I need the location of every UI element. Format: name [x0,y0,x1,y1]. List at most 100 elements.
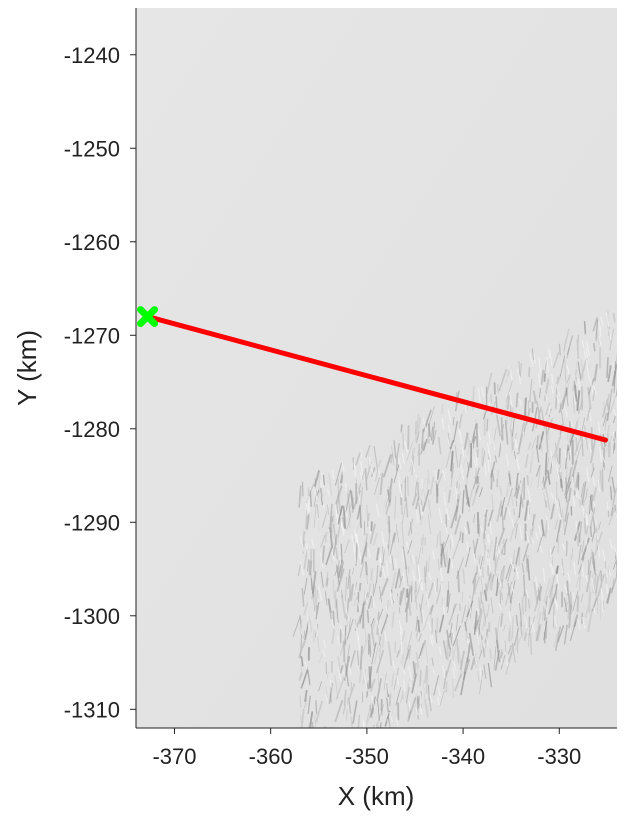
crevasse-streak [479,487,483,497]
ridge-highlight [451,628,456,640]
ridge-highlight [411,460,416,472]
crevasse-streak [427,513,431,535]
crevasse-streak [590,427,594,451]
ridge-highlight [356,488,361,501]
crevasse-streak [366,609,370,624]
crevasse-streak [317,471,321,494]
crevasse-streak [496,575,499,597]
crevasse-streak [616,397,617,407]
crevasse-streak [456,557,464,579]
ridge-highlight [484,530,489,543]
ridge-highlight [550,491,554,499]
crevasse-streak [427,468,430,484]
crevasse-streak [458,414,463,431]
crevasse-streak [478,554,482,565]
ridge-highlight [341,460,345,472]
x-tick-label: -340 [441,744,485,769]
x-tick-label: -350 [345,744,389,769]
ridge-highlight [571,476,575,491]
crevasse-streak [427,582,434,599]
crevasse-streak [548,575,554,595]
ridge-highlight [479,525,484,534]
crevasse-streak [444,486,447,494]
crevasse-streak [535,406,542,429]
crevasse-streak [387,641,393,667]
crevasse-streak [531,348,534,361]
crevasse-streak [414,589,418,610]
ridge-highlight [317,584,322,601]
ridge-highlight [389,554,392,564]
crevasse-streak [428,492,435,510]
crevasse-streak [416,665,418,679]
crevasse-streak [424,665,428,684]
ridge-highlight [564,449,567,458]
ridge-highlight [481,386,485,398]
ridge-highlight [396,716,399,726]
crevasse-streak [416,417,422,441]
crevasse-streak [481,620,485,631]
ridge-highlight [609,538,613,550]
crevasse-streak [515,392,519,408]
ridge-highlight [329,679,333,688]
crevasse-streak [475,467,478,477]
ridge-highlight [502,543,505,553]
crevasse-streak [538,585,542,598]
ridge-highlight [344,506,348,517]
ridge-highlight [447,424,451,433]
crevasse-streak [593,363,598,382]
crevasse-streak [472,436,477,444]
crevasse-streak [570,590,572,600]
ridge-highlight [441,417,445,430]
crevasse-streak [303,540,306,548]
crevasse-streak [400,653,405,664]
crevasse-streak [609,395,617,413]
crevasse-streak [604,421,607,431]
crevasse-streak [500,654,506,670]
crevasse-streak [339,508,342,516]
crevasse-streak [487,509,494,527]
ridge-highlight [489,520,492,536]
ridge-highlight [325,694,328,703]
crevasse-streak [332,579,336,599]
crevasse-streak [505,652,513,676]
crevasse-streak [492,473,495,482]
crevasse-streak [563,624,568,645]
crevasse-streak [439,690,445,707]
crevasse-streak [496,500,503,523]
crevasse-streak [526,474,530,486]
ridge-highlight [444,523,448,534]
crevasse-streak [471,579,476,603]
crevasse-streak [377,492,379,501]
crevasse-streak [402,643,406,667]
crevasse-streak [315,601,320,620]
ridge-highlight [529,353,534,367]
crevasse-streak [612,492,616,509]
crevasse-streak [505,482,510,498]
crevasse-streak [515,499,518,507]
ridge-highlight [484,463,487,477]
crevasse-streak [311,571,317,594]
crevasse-streak [300,715,302,723]
crevasse-streak [549,584,554,609]
ridge-highlight [561,564,564,573]
crevasse-streak [566,432,569,440]
ridge-highlight [376,620,380,629]
ridge-highlight [468,598,472,614]
ridge-highlight [419,692,423,704]
crevasse-streak [325,685,328,699]
ridge-highlight [604,568,609,578]
crevasse-streak [407,697,409,715]
crevasse-streak [559,355,565,377]
ridge-highlight [442,470,446,481]
crevasse-streak [385,496,390,508]
crevasse-streak [417,448,420,457]
crevasse-streak [483,633,489,653]
crevasse-streak [299,695,302,708]
crevasse-streak [457,646,462,668]
crevasse-streak [376,704,385,726]
crevasse-streak [477,554,480,563]
crevasse-streak [494,455,497,463]
ridge-highlight [600,588,604,599]
ridge-highlight [408,681,413,688]
crevasse-streak [544,519,549,538]
